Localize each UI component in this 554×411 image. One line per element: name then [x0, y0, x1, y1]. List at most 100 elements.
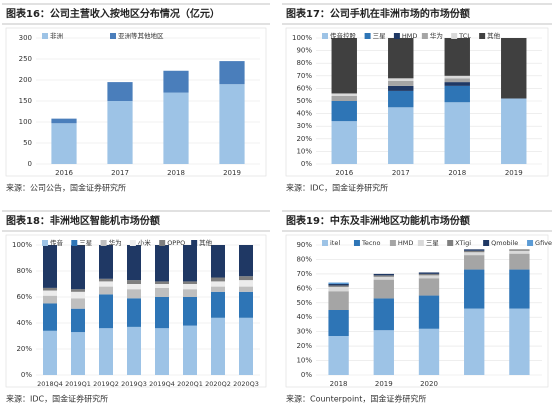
bar-segment: [418, 273, 440, 276]
bar-segment: [183, 297, 197, 326]
y-tick-label: 100%: [292, 34, 312, 42]
bar-segment: [99, 294, 113, 329]
bar-segment: [418, 278, 440, 296]
bar-segment: [43, 290, 57, 296]
legend-label: 亚洲等其他地区: [118, 31, 164, 40]
bar-segment: [331, 101, 357, 122]
bar-segment: [183, 325, 197, 375]
bar-segment: [183, 245, 197, 282]
legend-label: HMD: [402, 32, 418, 40]
y-tick-label: 10%: [296, 147, 312, 155]
x-tick-label: 2018: [330, 380, 348, 388]
bar-segment: [107, 101, 133, 164]
bar-segment: [418, 328, 440, 375]
legend-label: 其他: [487, 31, 501, 40]
bar-segment: [155, 297, 169, 329]
bar-segment: [71, 291, 85, 299]
bar-segment: [444, 75, 470, 79]
y-tick-label: 40%: [296, 110, 312, 118]
source: 来源：IDC，国金证券研究所: [286, 183, 388, 193]
legend-label: itel: [330, 239, 340, 247]
x-tick-label: 2020Q3: [233, 380, 259, 388]
bar-segment: [219, 61, 245, 85]
bar-segment: [71, 298, 85, 309]
legend-swatch: [42, 240, 48, 246]
bar-segment: [509, 308, 530, 375]
y-tick-label: 0: [28, 160, 32, 168]
bar-segment: [183, 289, 197, 297]
y-tick-label: 20%: [296, 135, 312, 143]
bar-segment: [43, 245, 57, 288]
source: 来源：IDC，国金证券研究所: [6, 394, 108, 404]
x-tick-label: 2019: [223, 169, 241, 177]
bar-segment: [107, 82, 133, 101]
bar-segment: [211, 281, 225, 287]
plot-frame: [5, 27, 267, 177]
bar-segment: [239, 286, 253, 292]
legend-swatch: [393, 33, 400, 39]
x-tick-label: 2019: [375, 380, 393, 388]
y-tick-label: 80%: [296, 59, 312, 67]
legend-swatch: [389, 240, 396, 246]
bar-segment: [163, 70, 189, 93]
bar-segment: [388, 85, 414, 91]
bar-segment: [127, 284, 141, 290]
y-tick-label: 150: [19, 97, 32, 105]
chart-title: 图表19：中东及非洲地区功能机市场份额: [286, 214, 470, 227]
bar-segment: [501, 38, 527, 99]
y-tick-label: 60%: [16, 293, 32, 301]
y-tick-label: 40%: [296, 313, 312, 321]
y-tick-label: 200: [19, 76, 32, 84]
bar-segment: [127, 289, 141, 299]
legend-swatch: [421, 33, 428, 39]
bar-segment: [155, 284, 169, 288]
bar-segment: [331, 121, 357, 164]
bar-segment: [127, 298, 141, 327]
bar-segment: [509, 269, 530, 309]
y-tick-label: 20%: [16, 345, 32, 353]
legend-label: 三星: [79, 239, 93, 247]
bar-segment: [211, 286, 225, 292]
bar-segment: [239, 317, 253, 375]
legend-label: Tecno: [361, 239, 381, 247]
bar-segment: [388, 90, 414, 108]
bar-segment: [71, 245, 85, 290]
y-tick-label: 90%: [296, 47, 312, 55]
y-tick-label: 60%: [296, 284, 312, 292]
bar-segment: [163, 92, 189, 164]
y-tick-label: 50: [23, 139, 32, 147]
bar-segment: [43, 303, 57, 331]
bar-segment: [388, 38, 414, 79]
bar-segment: [444, 82, 470, 86]
bar-segment: [99, 328, 113, 375]
legend-swatch: [42, 33, 48, 39]
bar-segment: [43, 295, 57, 304]
y-tick-label: 50%: [296, 97, 312, 105]
x-tick-label: 2019Q1: [65, 380, 91, 388]
legend-label: 传音控股: [330, 31, 357, 40]
bar-segment: [328, 284, 349, 286]
bar-segment: [509, 253, 530, 270]
bar-segment: [464, 308, 485, 375]
x-tick-label: 2018Q4: [37, 380, 63, 388]
y-tick-label: 90%: [296, 241, 312, 249]
legend-label: 三星: [426, 239, 440, 247]
bar-segment: [331, 95, 357, 101]
bar-segment: [418, 275, 440, 279]
bar-segment: [328, 282, 349, 284]
y-tick-label: 30%: [296, 122, 312, 130]
bar-segment: [373, 279, 394, 299]
bar-segment: [373, 298, 394, 331]
x-tick-label: 2019Q2: [93, 380, 119, 388]
legend-label: XTigi: [455, 239, 471, 247]
y-tick-label: 300: [19, 34, 32, 42]
chart-title: 图表16：公司主营收入按地区分布情况（亿元）: [6, 7, 220, 20]
legend-swatch: [191, 240, 198, 246]
x-tick-label: 2017: [392, 169, 410, 177]
bar-segment: [464, 249, 485, 251]
y-tick-label: 40%: [16, 319, 32, 327]
bar-segment: [373, 276, 394, 280]
bar-segment: [509, 250, 530, 254]
bar-segment: [444, 102, 470, 164]
